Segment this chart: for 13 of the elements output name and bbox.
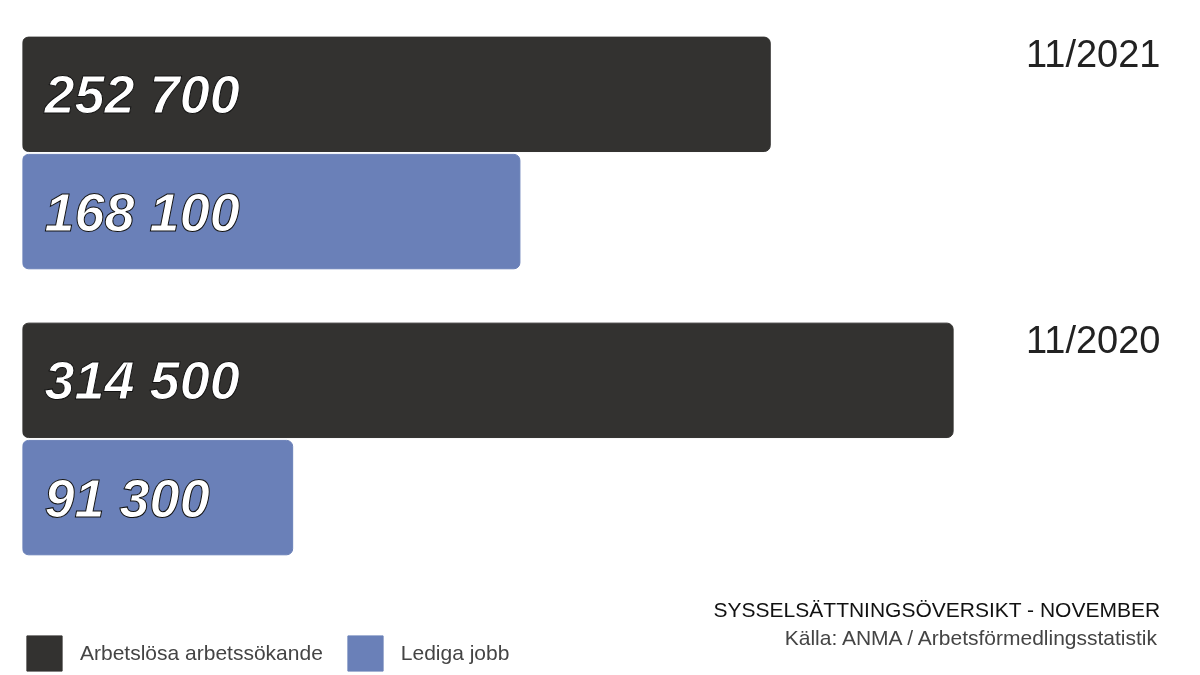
data-label: 252 700 <box>43 64 240 125</box>
y-tick-label: 11/2021 <box>1025 32 1161 75</box>
bar <box>22 153 521 270</box>
bar <box>22 36 771 153</box>
data-label: 314 500 <box>44 350 240 411</box>
data-label: 91 300 <box>44 467 210 528</box>
legend-label: Arbetslösa arbetssökande <box>80 641 323 665</box>
annotation: SYSSELSÄTTNINGSÖVERSIKT - NOVEMBER <box>713 597 1161 621</box>
data-label: 168 100 <box>44 181 240 242</box>
legend-label: Lediga jobb <box>400 641 510 665</box>
text: Källa: ANMA / Arbetsförmedlingsstatistik <box>784 625 1158 649</box>
y-tick-label: 11/2020 <box>1025 318 1161 361</box>
bar <box>22 322 954 439</box>
